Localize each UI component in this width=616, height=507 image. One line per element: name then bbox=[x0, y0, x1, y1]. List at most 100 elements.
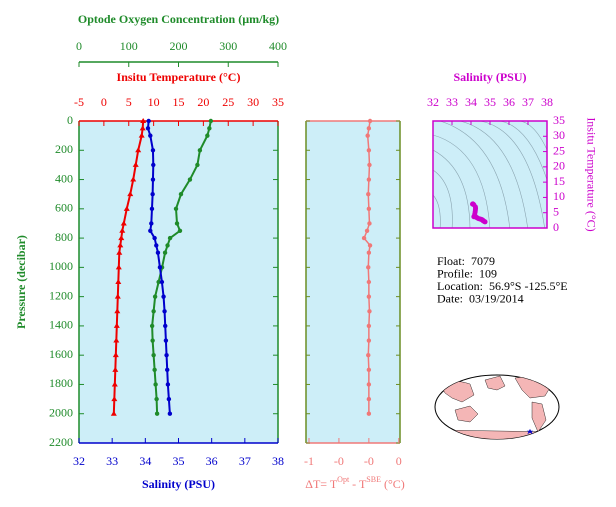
y-axis-title: Insitu Temperature (°C) bbox=[584, 117, 598, 231]
marker bbox=[149, 323, 155, 329]
marker bbox=[116, 249, 123, 255]
y-tick-label: 0 bbox=[553, 220, 559, 234]
marker bbox=[163, 338, 169, 343]
y-tick-label: 10 bbox=[553, 189, 565, 203]
marker bbox=[132, 161, 139, 167]
marker bbox=[366, 206, 372, 212]
marker bbox=[159, 279, 165, 285]
marker bbox=[366, 396, 372, 402]
profile-line bbox=[151, 120, 212, 414]
y-tick-label: 30 bbox=[553, 128, 565, 142]
y-tick-label: 15 bbox=[553, 174, 565, 188]
x-tick-label: 35 bbox=[272, 95, 284, 109]
info-line: Profile: 109 bbox=[437, 266, 497, 280]
marker bbox=[127, 191, 134, 197]
info-line: Date: 03/19/2014 bbox=[437, 291, 524, 305]
x-tick-label: 0 bbox=[396, 454, 402, 468]
y-tick-label: 1800 bbox=[49, 376, 73, 390]
marker bbox=[366, 250, 372, 255]
y-tick-label: 400 bbox=[55, 171, 73, 185]
info-value: 56.9°S -125.5°E bbox=[489, 279, 568, 293]
marker bbox=[153, 382, 158, 387]
y-tick-label: 1000 bbox=[49, 259, 73, 273]
x-tick-label: 36 bbox=[503, 95, 515, 109]
x-tick-label: 15 bbox=[173, 95, 185, 109]
y-tick-label: 2000 bbox=[49, 405, 73, 419]
y-tick-label: 0 bbox=[67, 113, 73, 127]
marker bbox=[152, 367, 157, 373]
info-line: Float: 7079 bbox=[437, 254, 495, 268]
marker bbox=[366, 126, 372, 131]
marker bbox=[208, 118, 214, 124]
marker bbox=[118, 235, 125, 241]
marker bbox=[366, 338, 372, 343]
marker bbox=[366, 294, 372, 299]
x-tick-label: 10 bbox=[148, 95, 160, 109]
marker bbox=[205, 133, 210, 138]
profile-panel bbox=[79, 121, 278, 443]
marker bbox=[177, 228, 183, 233]
marker bbox=[162, 250, 168, 255]
x-axis-title: Salinity (PSU) bbox=[142, 477, 215, 491]
marker bbox=[364, 228, 370, 233]
marker bbox=[148, 133, 153, 138]
marker bbox=[146, 118, 151, 124]
x-tick-label: 33 bbox=[446, 95, 458, 109]
x-tick-label: 37 bbox=[522, 95, 534, 109]
x-tick-label: -5 bbox=[74, 95, 84, 109]
x-tick-label: 34 bbox=[139, 454, 151, 468]
info-key: Profile: bbox=[437, 266, 473, 280]
marker bbox=[120, 220, 127, 226]
x-tick-label: -0 bbox=[334, 454, 344, 468]
y-tick-label: 800 bbox=[55, 230, 73, 244]
marker bbox=[113, 337, 120, 343]
marker bbox=[165, 243, 170, 248]
marker bbox=[117, 242, 124, 248]
profile-line bbox=[363, 120, 371, 414]
marker bbox=[149, 206, 155, 212]
marker bbox=[150, 177, 156, 182]
marker bbox=[154, 396, 159, 402]
marker bbox=[367, 309, 372, 314]
marker bbox=[114, 308, 121, 314]
x-tick-label: 5 bbox=[126, 95, 132, 109]
info-value: 109 bbox=[479, 266, 497, 280]
marker bbox=[361, 235, 367, 241]
y-axis-title: Pressure (decibar) bbox=[14, 235, 28, 329]
float-location bbox=[526, 428, 534, 435]
marker bbox=[154, 243, 159, 248]
marker bbox=[114, 293, 121, 299]
marker bbox=[178, 191, 184, 197]
marker bbox=[115, 279, 122, 284]
marker bbox=[195, 162, 200, 168]
x-tick-label: 37 bbox=[239, 454, 251, 468]
marker bbox=[366, 148, 372, 153]
marker bbox=[138, 132, 145, 138]
marker bbox=[151, 162, 156, 168]
info-value: 03/19/2014 bbox=[469, 291, 524, 305]
x-tick-label: 35 bbox=[173, 454, 185, 468]
x-tick-label: 38 bbox=[541, 95, 553, 109]
world-map bbox=[434, 374, 560, 440]
marker bbox=[366, 323, 372, 329]
info-key: Date: bbox=[437, 291, 463, 305]
marker bbox=[366, 177, 372, 182]
marker bbox=[162, 309, 167, 314]
marker bbox=[163, 323, 168, 329]
marker bbox=[140, 118, 147, 123]
x-tick-label: 20 bbox=[197, 95, 209, 109]
y-tick-label: 5 bbox=[553, 204, 559, 218]
marker bbox=[366, 411, 372, 416]
x-tick-label: 300 bbox=[219, 39, 237, 53]
density-contours bbox=[433, 121, 547, 228]
x-tick-label: 30 bbox=[247, 95, 259, 109]
marker bbox=[367, 118, 373, 124]
marker bbox=[366, 352, 371, 358]
x-axis-title: Salinity (PSU) bbox=[453, 70, 526, 84]
marker bbox=[197, 148, 203, 153]
marker bbox=[151, 352, 156, 358]
y-tick-label: 1400 bbox=[49, 318, 73, 332]
marker bbox=[139, 125, 146, 131]
